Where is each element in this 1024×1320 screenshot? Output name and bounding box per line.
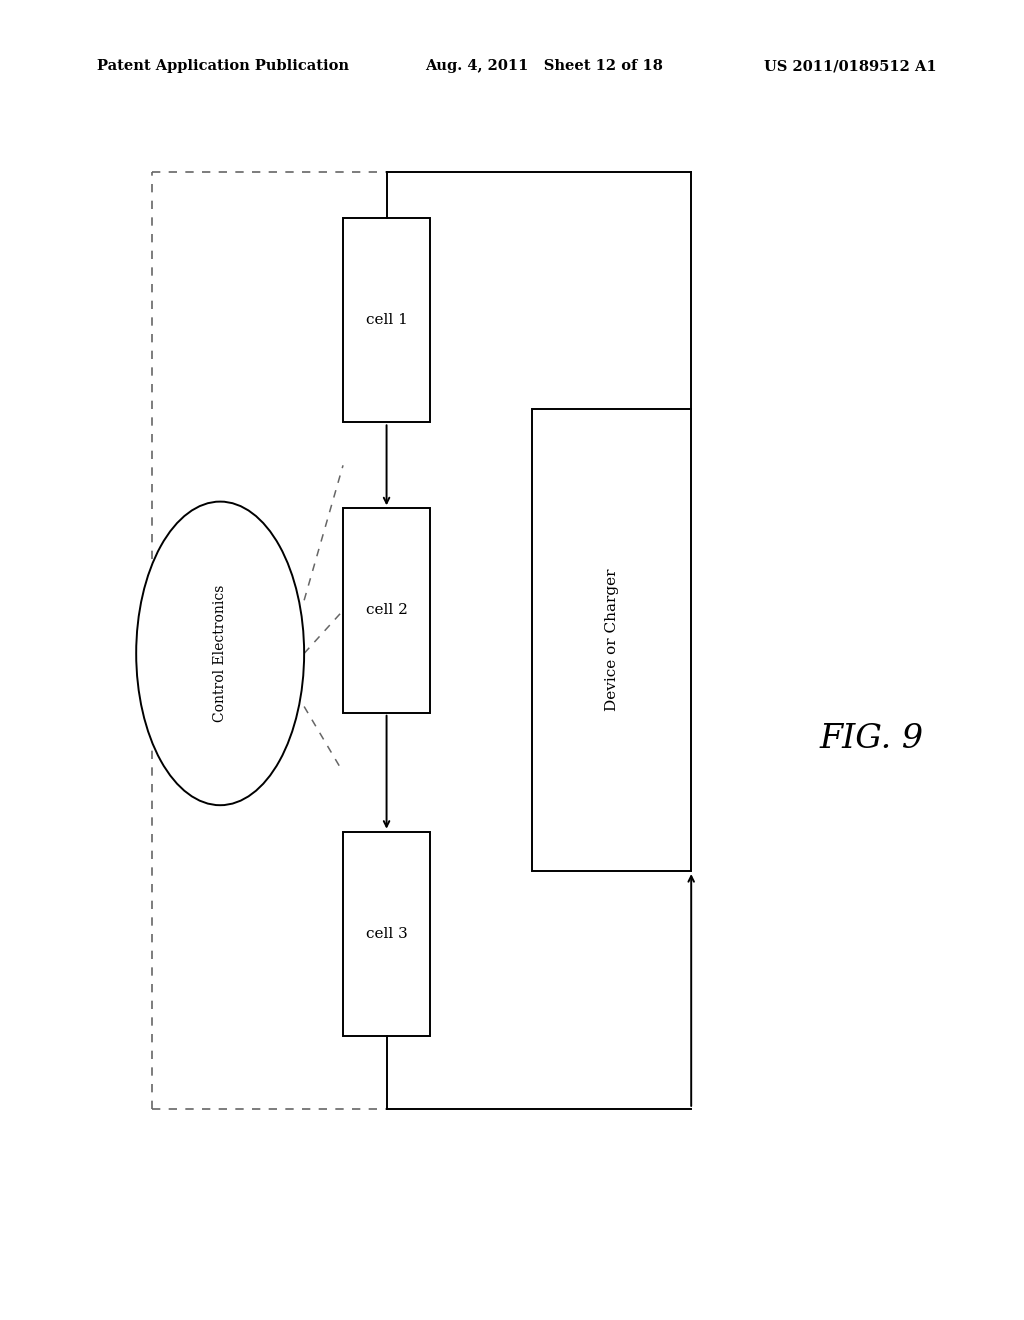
Text: Patent Application Publication: Patent Application Publication xyxy=(97,59,349,74)
Bar xyxy=(343,832,430,1036)
Text: cell 2: cell 2 xyxy=(366,603,408,618)
Text: cell 3: cell 3 xyxy=(366,927,408,941)
Text: Control Electronics: Control Electronics xyxy=(213,585,227,722)
Text: FIG. 9: FIG. 9 xyxy=(819,723,924,755)
Bar xyxy=(343,508,430,713)
Text: cell 1: cell 1 xyxy=(366,313,408,327)
Text: US 2011/0189512 A1: US 2011/0189512 A1 xyxy=(764,59,937,74)
Ellipse shape xyxy=(136,502,304,805)
Text: Aug. 4, 2011   Sheet 12 of 18: Aug. 4, 2011 Sheet 12 of 18 xyxy=(425,59,663,74)
Bar xyxy=(343,218,430,422)
Text: Device or Charger: Device or Charger xyxy=(605,569,618,711)
Bar xyxy=(532,409,691,871)
